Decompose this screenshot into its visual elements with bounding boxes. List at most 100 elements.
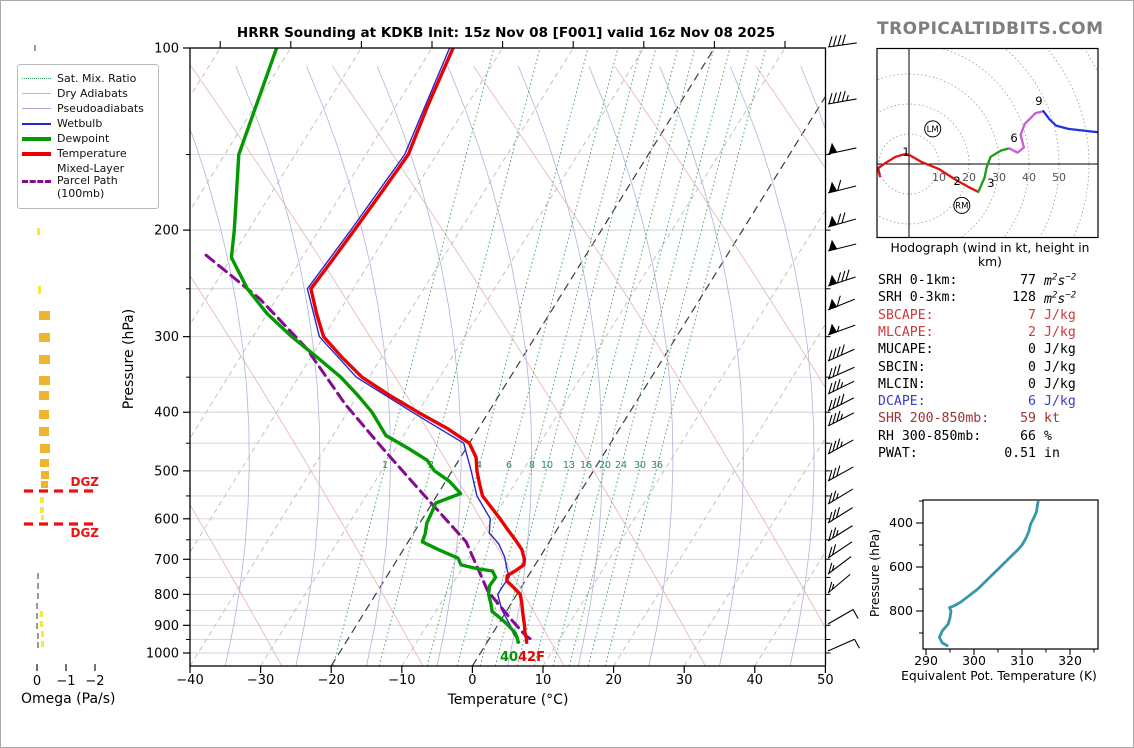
barb-feather bbox=[828, 414, 833, 426]
wind-barb bbox=[827, 638, 860, 652]
barb-feather bbox=[828, 492, 833, 504]
wind-barb bbox=[827, 179, 857, 194]
omega-bar bbox=[37, 573, 39, 579]
dry-adiabat bbox=[614, 65, 826, 389]
legend-swatch-dry bbox=[22, 93, 51, 95]
barb-feather bbox=[836, 395, 841, 407]
mixing-ratio-line bbox=[568, 48, 731, 666]
legend-swatch-pseudo bbox=[22, 108, 51, 110]
omega-bar bbox=[41, 641, 44, 647]
index-value: 0 bbox=[1028, 359, 1036, 375]
barb-half-feather bbox=[831, 583, 835, 590]
barb-feather bbox=[832, 348, 837, 359]
legend-label: Sat. Mix. Ratio bbox=[57, 71, 137, 85]
barb-feather bbox=[832, 527, 837, 539]
omega-bar bbox=[41, 471, 49, 479]
dry-adiabat bbox=[755, 65, 826, 170]
wind-barb bbox=[827, 573, 851, 594]
skewt-legend: Sat. Mix. Ratio Dry Adiabats Pseudoadiabat… bbox=[17, 64, 159, 209]
page-title: HRRR Sounding at KDKB Init: 15z Nov 08 [… bbox=[236, 25, 776, 41]
hodograph-ring-label: 50 bbox=[1052, 171, 1066, 184]
mixing-ratio-line bbox=[479, 48, 642, 666]
barb-feather bbox=[854, 638, 860, 649]
hodograph-ring-label: 20 bbox=[962, 171, 976, 184]
index-unit: m2s−2 bbox=[1044, 273, 1077, 290]
omega-bar bbox=[41, 631, 44, 637]
isotherm-highlight bbox=[471, 95, 826, 666]
barb-pennant bbox=[828, 142, 838, 155]
wind-barb bbox=[827, 393, 855, 412]
barb-feather bbox=[832, 380, 837, 392]
wind-barb bbox=[827, 465, 854, 482]
theta-x-tick-label: 320 bbox=[1058, 653, 1082, 668]
barb-feather bbox=[837, 91, 842, 103]
barb-half-feather bbox=[846, 95, 849, 101]
wind-barb bbox=[827, 344, 855, 362]
legend-label: Mixed-Layer Parcel Path (100mb) bbox=[57, 161, 125, 200]
dry-adiabat bbox=[190, 274, 424, 666]
site-brand: TROPICALTIDBITS.COM bbox=[877, 19, 1104, 39]
surface-temperature-label: 42F bbox=[518, 650, 545, 665]
barb-feather bbox=[828, 562, 833, 574]
index-row-mucape: MUCAPE: 0 J/kg bbox=[878, 342, 1084, 359]
barb-pennant bbox=[828, 215, 838, 228]
index-row-srh-0-1km: SRH 0-1km: 77 m2s−2 bbox=[878, 273, 1084, 290]
hodograph-height-label: 3 bbox=[987, 176, 994, 190]
barb-feather bbox=[828, 469, 833, 481]
hodograph-plot: 10 20 30 40 50 1 2 3 6 9 LM RM bbox=[877, 48, 1098, 238]
pressure-tick-label: 200 bbox=[154, 224, 179, 239]
wind-barb bbox=[827, 364, 855, 380]
pressure-tick-label: 500 bbox=[154, 464, 179, 479]
barb-feather bbox=[836, 438, 841, 450]
surface-dewpoint-label: 40 bbox=[500, 650, 518, 665]
dry-adiabat bbox=[190, 503, 283, 666]
legend-label: Pseudoadiabats bbox=[57, 101, 144, 115]
index-value: 77 bbox=[1020, 273, 1036, 288]
sounding-curves bbox=[204, 48, 535, 644]
index-label: SBCAPE: bbox=[878, 307, 934, 323]
theta-y-tick-label: 600 bbox=[889, 559, 913, 574]
theta-e-border bbox=[922, 499, 1099, 650]
mixing-ratio-label: 8 bbox=[529, 460, 535, 471]
temp-tick-label: 0 bbox=[468, 673, 476, 688]
mixing-ratio-label: 24 bbox=[615, 460, 627, 471]
barb-feather bbox=[832, 397, 837, 409]
omega-bar bbox=[38, 286, 41, 294]
mixing-ratio-line bbox=[426, 48, 589, 666]
hodograph-height-label: 1 bbox=[902, 145, 909, 159]
legend-label: Temperature bbox=[57, 146, 127, 160]
omega-bar bbox=[37, 583, 39, 589]
barb-feather bbox=[828, 349, 833, 361]
theta-e-plot bbox=[938, 500, 1040, 648]
storm-motion-circle bbox=[953, 196, 971, 214]
barb-feather bbox=[832, 467, 837, 479]
temp-tick-label: −20 bbox=[317, 673, 344, 688]
wind-barb bbox=[827, 239, 857, 252]
mixing-ratio-line bbox=[516, 48, 679, 666]
omega-bar bbox=[37, 633, 39, 639]
mixing-ratio-label: 6 bbox=[506, 460, 512, 471]
omega-bar bbox=[37, 228, 40, 235]
wind-barb bbox=[827, 488, 854, 505]
omega-bar bbox=[39, 391, 49, 400]
barb-feather bbox=[828, 546, 833, 558]
omega-bar bbox=[40, 444, 50, 453]
index-value: 7 bbox=[1028, 307, 1036, 323]
omega-bar bbox=[39, 410, 49, 419]
index-label: MLCIN: bbox=[878, 376, 926, 392]
dgz-label: DGZ bbox=[70, 526, 99, 540]
barb-feather bbox=[832, 509, 837, 521]
hodograph-trace-3-6km bbox=[977, 147, 1011, 194]
barb-half-feather bbox=[835, 530, 839, 536]
omega-bar bbox=[39, 311, 50, 320]
barb-pennant bbox=[828, 323, 838, 336]
wind-barb bbox=[827, 541, 853, 559]
barb-staff bbox=[827, 412, 855, 427]
pseudoadiabat bbox=[306, 65, 391, 666]
mixing-ratio-line bbox=[604, 48, 767, 666]
omega-tick-label: 0 bbox=[33, 674, 41, 689]
barb-staff bbox=[827, 366, 855, 380]
wind-barb bbox=[827, 525, 853, 542]
barb-feather bbox=[837, 34, 842, 46]
pressure-tick-label: 100 bbox=[154, 42, 179, 57]
